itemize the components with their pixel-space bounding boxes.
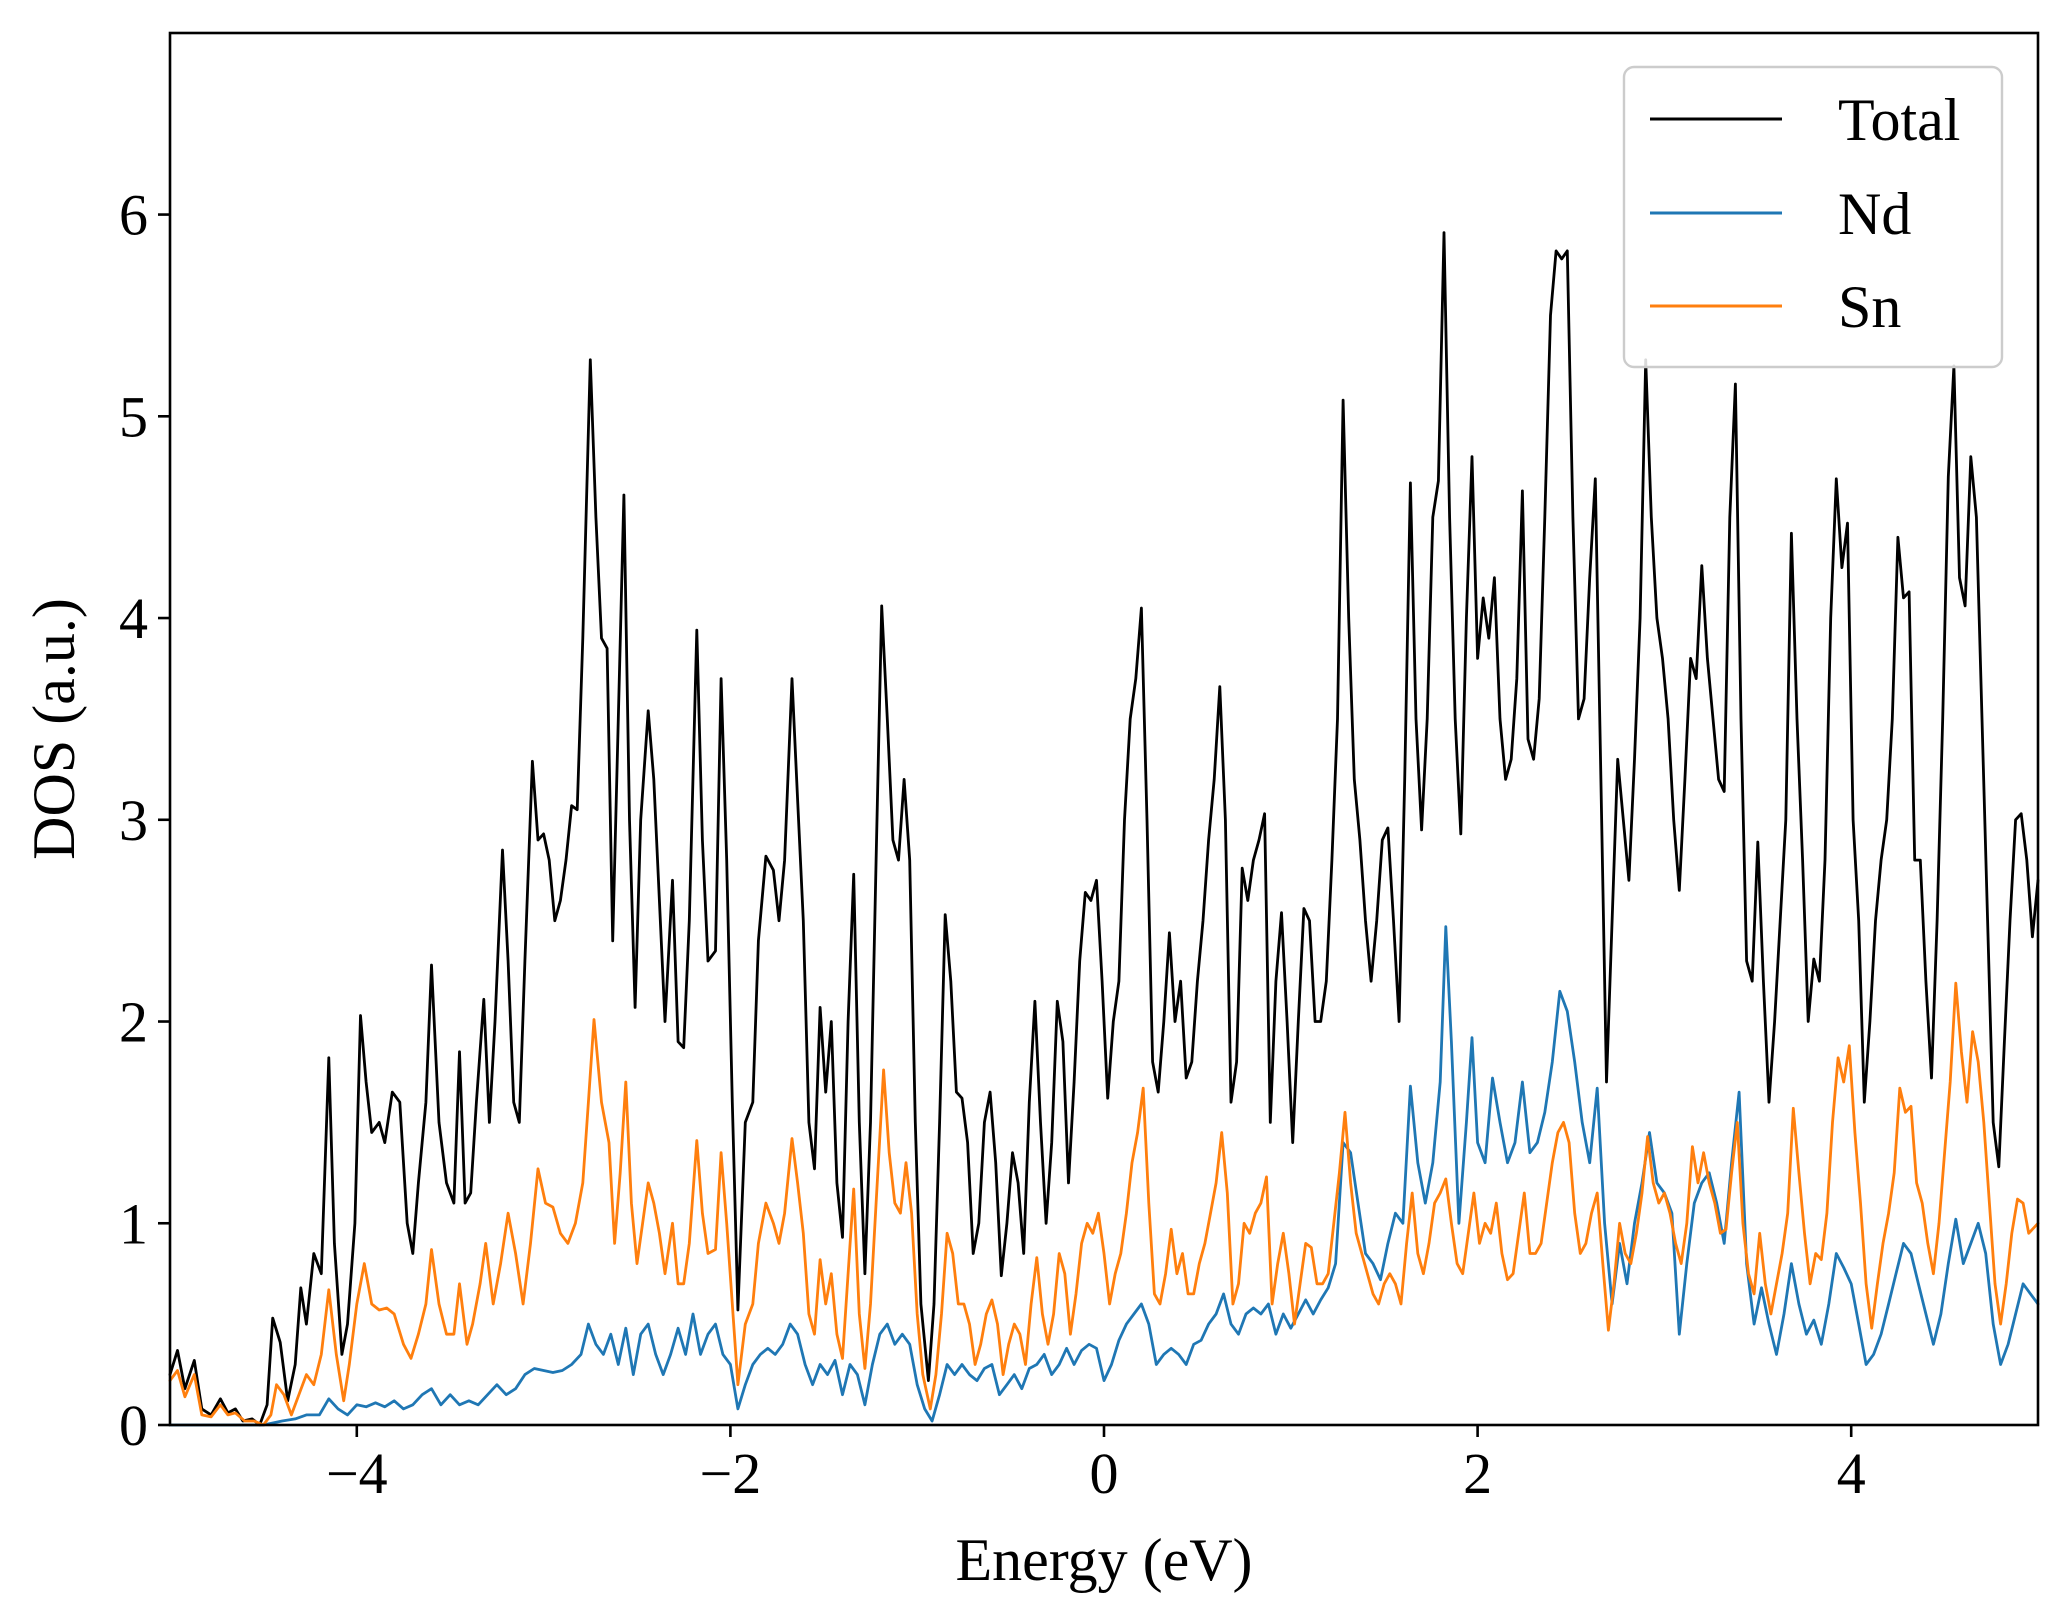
y-tick-label: 5 bbox=[119, 384, 148, 449]
legend-label-sn: Sn bbox=[1838, 274, 1901, 340]
x-tick-label: −2 bbox=[700, 1441, 762, 1506]
x-tick-label: 0 bbox=[1090, 1441, 1119, 1506]
y-tick-label: 1 bbox=[119, 1191, 148, 1256]
legend: Total Nd Sn bbox=[1622, 65, 2004, 369]
series-line-sn bbox=[168, 981, 2040, 1427]
y-tick-label: 2 bbox=[119, 990, 148, 1055]
x-tick-label: −4 bbox=[326, 1441, 388, 1506]
x-axis-label: Energy (eV) bbox=[955, 1527, 1252, 1593]
y-tick-label: 4 bbox=[119, 586, 148, 651]
y-tick-label: 6 bbox=[119, 183, 148, 248]
legend-box bbox=[1622, 65, 2004, 369]
series-layer bbox=[168, 231, 2040, 1427]
legend-label-nd: Nd bbox=[1838, 181, 1911, 247]
y-tick-label: 0 bbox=[119, 1393, 148, 1458]
x-tick-label: 2 bbox=[1463, 1441, 1492, 1506]
y-axis-label: DOS (a.u.) bbox=[21, 598, 87, 860]
x-tick-label: 4 bbox=[1837, 1441, 1866, 1506]
y-axis-ticks: 0 1 2 3 4 5 6 bbox=[119, 183, 170, 1458]
y-tick-label: 3 bbox=[119, 788, 148, 853]
legend-label-total: Total bbox=[1838, 87, 1960, 153]
series-line-nd bbox=[168, 925, 2040, 1427]
x-axis-ticks: −4 −2 0 2 4 bbox=[326, 1425, 1866, 1506]
series-line-total bbox=[168, 231, 2040, 1427]
